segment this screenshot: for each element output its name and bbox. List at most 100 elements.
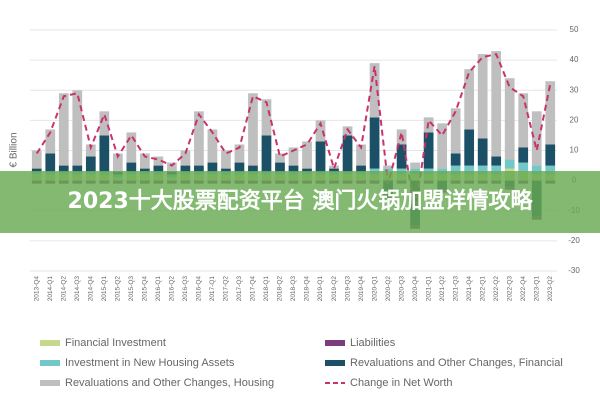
x-tick-label: 2018-Q4 — [304, 276, 311, 302]
y-tick-label: 40 — [570, 55, 579, 64]
bar-segment — [518, 147, 529, 163]
y-tick-label: 10 — [570, 146, 579, 155]
bar-segment — [531, 165, 542, 175]
bar-segment — [72, 90, 83, 166]
x-tick-label: 2022-Q3 — [506, 276, 513, 302]
bar-segment — [369, 63, 380, 118]
legend-swatch — [325, 360, 345, 366]
bar-segment — [369, 117, 380, 169]
bar-segment — [153, 156, 164, 166]
bar-segment — [99, 135, 110, 172]
x-tick-label: 2021-Q4 — [466, 276, 473, 302]
bar-segment — [99, 111, 110, 136]
x-tick-label: 2015-Q3 — [128, 276, 135, 302]
x-tick-label: 2014-Q3 — [74, 276, 81, 302]
bar-segment — [464, 69, 475, 130]
bar-segment — [207, 162, 218, 172]
x-tick-label: 2015-Q1 — [101, 276, 108, 302]
x-tick-label: 2013-Q4 — [33, 276, 40, 302]
overlay-banner — [0, 171, 600, 233]
bar-segment — [58, 165, 69, 172]
bar-segment — [234, 144, 245, 163]
x-tick-label: 2018-Q1 — [263, 276, 270, 302]
bar-segment — [545, 165, 556, 175]
bar-segment — [450, 108, 461, 154]
bar-segment — [545, 144, 556, 166]
bar-segment — [221, 168, 231, 172]
bar-segment — [248, 93, 258, 166]
x-tick-label: 2021-Q2 — [439, 276, 446, 302]
bar-segment — [518, 93, 529, 148]
bar-segment — [288, 147, 299, 166]
bar-segment — [545, 81, 556, 145]
bar-segment — [234, 162, 245, 172]
x-tick-label: 2019-Q4 — [358, 276, 365, 302]
bar-segment — [31, 168, 42, 172]
bar-segment — [180, 150, 191, 166]
bar-segment — [410, 162, 420, 169]
x-tick-label: 2018-Q2 — [277, 276, 284, 302]
x-tick-label: 2016-Q4 — [196, 276, 203, 302]
x-tick-label: 2014-Q1 — [47, 276, 54, 302]
x-tick-label: 2019-Q3 — [344, 276, 351, 302]
x-tick-label: 2014-Q4 — [88, 276, 95, 302]
bar-segment — [464, 129, 475, 166]
legend-swatch — [40, 380, 60, 386]
bar-segment — [315, 141, 326, 172]
bar-segment — [396, 144, 407, 169]
legend-swatch — [40, 360, 60, 366]
legend-label: Liabilities — [350, 337, 396, 349]
x-tick-label: 2016-Q2 — [169, 276, 176, 302]
bar-segment — [194, 165, 204, 172]
bar-segment — [275, 153, 285, 163]
bar-segment — [477, 165, 488, 175]
x-tick-label: 2021-Q3 — [452, 276, 459, 302]
x-tick-label: 2016-Q3 — [182, 276, 189, 302]
x-tick-label: 2022-Q1 — [479, 276, 486, 302]
bar-segment — [139, 153, 150, 169]
x-tick-label: 2015-Q4 — [142, 276, 149, 302]
bar-segment — [85, 144, 96, 157]
bar-segment — [194, 111, 204, 166]
y-tick-label: -20 — [568, 236, 580, 245]
bar-segment — [207, 129, 218, 163]
bar-segment — [356, 165, 366, 172]
bar-segment — [112, 153, 123, 172]
y-tick-label: 30 — [570, 85, 579, 94]
bar-segment — [288, 165, 299, 172]
x-tick-label: 2020-Q4 — [412, 276, 419, 302]
bar-segment — [491, 156, 502, 166]
bar-segment — [31, 150, 42, 169]
bar-segment — [302, 141, 312, 169]
legend-swatch — [40, 340, 60, 346]
x-tick-label: 2014-Q2 — [61, 276, 68, 302]
x-tick-label: 2020-Q2 — [385, 276, 392, 302]
bar-segment — [477, 54, 488, 139]
x-tick-label: 2022-Q4 — [520, 276, 527, 302]
bar-segment — [356, 144, 366, 166]
x-tick-label: 2017-Q1 — [209, 276, 216, 302]
bar-segment — [383, 168, 393, 172]
bar-segment — [85, 156, 96, 172]
x-tick-label: 2020-Q3 — [398, 276, 405, 302]
bar-segment — [464, 165, 475, 175]
x-tick-label: 2017-Q2 — [223, 276, 230, 302]
y-tick-label: 20 — [570, 115, 579, 124]
bar-segment — [342, 135, 353, 172]
x-tick-label: 2017-Q3 — [236, 276, 243, 302]
bar-segment — [221, 150, 231, 169]
y-tick-label: -30 — [568, 266, 580, 275]
bar-segment — [423, 132, 434, 169]
overlay-banner-text: 2023十大股票配资平台 澳门火锅加盟详情攻略 — [68, 188, 534, 214]
bar-segment — [531, 111, 542, 166]
x-tick-label: 2019-Q2 — [331, 276, 338, 302]
bar-segment — [58, 93, 69, 166]
bar-segment — [302, 168, 312, 172]
bar-segment — [504, 78, 515, 160]
x-tick-label: 2015-Q2 — [115, 276, 122, 302]
bar-segment — [261, 135, 272, 172]
legend-label: Financial Investment — [65, 337, 166, 349]
y-axis-label: € Billion — [9, 132, 20, 167]
